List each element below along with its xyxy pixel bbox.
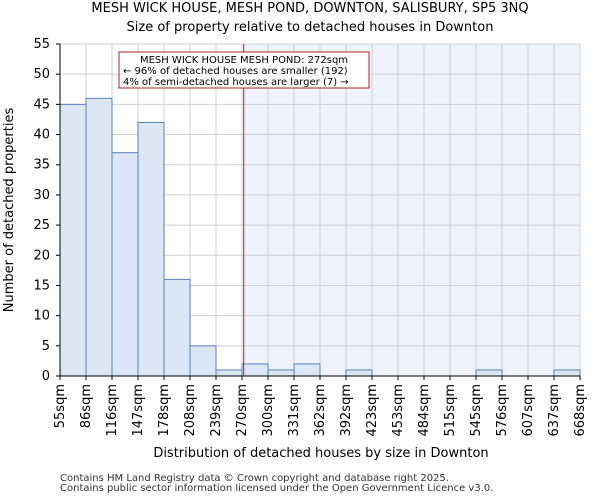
highlight-region [243, 44, 580, 376]
y-axis-label: Number of detached properties [2, 108, 17, 313]
x-tick-label: 515sqm [443, 384, 458, 437]
x-tick-label: 300sqm [261, 384, 276, 437]
annotation-line-2: ← 96% of detached houses are smaller (19… [123, 66, 348, 77]
annotation-line-3: 4% of semi-detached houses are larger (7… [123, 77, 349, 88]
annotation-line-1: MESH WICK HOUSE MESH POND: 272sqm [140, 55, 348, 66]
footer-line-1: Contains HM Land Registry data © Crown c… [60, 473, 449, 484]
bar [111, 152, 139, 377]
x-tick-label: 423sqm [365, 384, 380, 437]
x-tick-label: 55sqm [53, 384, 68, 428]
bar [189, 345, 217, 377]
bar [553, 369, 581, 377]
x-tick-label: 178sqm [157, 384, 172, 437]
x-tick-label: 484sqm [417, 384, 432, 437]
y-tick-label: 15 [33, 278, 50, 293]
bar [59, 103, 87, 377]
x-tick-label: 86sqm [79, 384, 94, 428]
x-tick-label: 362sqm [313, 384, 328, 437]
x-tick-label: 270sqm [235, 384, 250, 437]
y-tick-label: 25 [33, 218, 50, 233]
footer-line-2: Contains public sector information licen… [60, 483, 494, 494]
x-tick-label: 576sqm [495, 384, 510, 437]
y-tick-label: 0 [42, 369, 50, 384]
x-tick-label: 545sqm [469, 384, 484, 437]
y-tick-label: 20 [33, 248, 50, 263]
bar [215, 369, 243, 377]
x-tick-label: 147sqm [131, 384, 146, 437]
bar [345, 369, 373, 377]
x-tick-label: 208sqm [183, 384, 198, 437]
bar [163, 278, 191, 377]
y-tick-label: 30 [33, 188, 50, 203]
chart-title: MESH WICK HOUSE, MESH POND, DOWNTON, SAL… [91, 1, 528, 16]
x-axis-label: Distribution of detached houses by size … [153, 446, 488, 461]
x-tick-label: 239sqm [209, 384, 224, 437]
bar [241, 363, 269, 377]
bar [475, 369, 503, 377]
x-tick-label: 392sqm [339, 384, 354, 437]
y-tick-label: 5 [42, 339, 50, 354]
y-tick-label: 10 [33, 309, 50, 324]
annotation-box [118, 51, 370, 89]
y-tick-label: 35 [33, 158, 50, 173]
y-tick-label: 50 [33, 67, 50, 82]
x-tick-label: 331sqm [287, 384, 302, 437]
chart-subtitle: Size of property relative to detached ho… [127, 20, 494, 35]
bar [267, 369, 295, 377]
x-tick-label: 116sqm [105, 384, 120, 437]
y-tick-label: 45 [33, 97, 50, 112]
bar [293, 363, 321, 377]
bar [85, 97, 113, 377]
bar [137, 121, 165, 377]
plot-area: 0 5 10 15 20 25 30 35 40 45 50 55 55sqm 86sqm 116sqm 14… [33, 37, 588, 437]
y-tick-label: 40 [33, 128, 50, 143]
x-tick-label: 668sqm [573, 384, 588, 437]
x-tick-label: 453sqm [391, 384, 406, 437]
x-tick-label: 637sqm [547, 384, 562, 437]
y-tick-label: 55 [33, 37, 50, 52]
x-tick-label: 607sqm [521, 384, 536, 437]
